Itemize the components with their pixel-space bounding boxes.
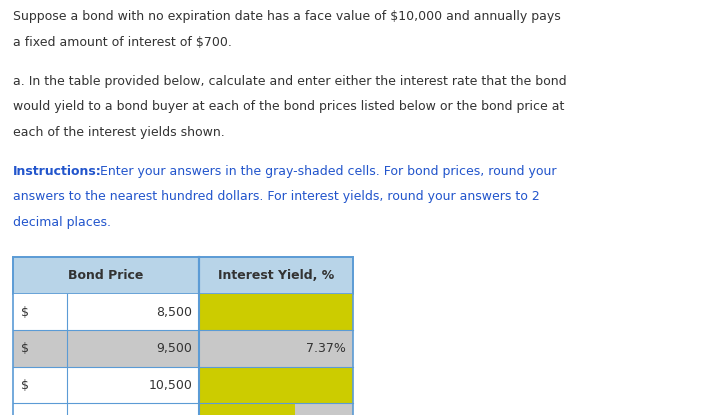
Bar bbox=[199, 330, 353, 367]
Bar bbox=[67, 294, 199, 330]
Text: $: $ bbox=[21, 342, 29, 355]
Text: 7.37%: 7.37% bbox=[306, 342, 346, 355]
Text: decimal places.: decimal places. bbox=[13, 216, 111, 229]
Bar bbox=[199, 294, 353, 330]
Bar bbox=[13, 403, 67, 415]
Bar bbox=[295, 403, 353, 415]
Text: answers to the nearest hundred dollars. For interest yields, round your answers : answers to the nearest hundred dollars. … bbox=[13, 190, 540, 203]
Bar bbox=[67, 367, 199, 403]
Text: each of the interest yields shown.: each of the interest yields shown. bbox=[13, 126, 224, 139]
Text: a fixed amount of interest of $700.: a fixed amount of interest of $700. bbox=[13, 36, 232, 49]
Text: Interest Yield, %: Interest Yield, % bbox=[218, 269, 335, 282]
Text: 8,500: 8,500 bbox=[156, 306, 192, 319]
Text: Suppose a bond with no expiration date has a face value of $10,000 and annually : Suppose a bond with no expiration date h… bbox=[13, 10, 561, 23]
Bar bbox=[13, 367, 67, 403]
Text: 10,500: 10,500 bbox=[148, 379, 192, 392]
Bar bbox=[13, 257, 353, 294]
Text: Instructions:: Instructions: bbox=[13, 165, 102, 178]
Text: Bond Price: Bond Price bbox=[68, 269, 144, 282]
Text: $: $ bbox=[21, 379, 29, 392]
Text: Enter your answers in the gray-shaded cells. For bond prices, round your: Enter your answers in the gray-shaded ce… bbox=[96, 165, 557, 178]
Bar bbox=[13, 330, 67, 367]
Bar bbox=[67, 330, 199, 367]
Text: 9,500: 9,500 bbox=[156, 342, 192, 355]
Bar bbox=[13, 294, 67, 330]
Text: $: $ bbox=[21, 306, 29, 319]
Bar bbox=[199, 367, 353, 403]
Bar bbox=[199, 403, 295, 415]
Text: would yield to a bond buyer at each of the bond prices listed below or the bond : would yield to a bond buyer at each of t… bbox=[13, 100, 564, 113]
Text: a. In the table provided below, calculate and enter either the interest rate tha: a. In the table provided below, calculat… bbox=[13, 75, 566, 88]
Bar bbox=[67, 403, 199, 415]
